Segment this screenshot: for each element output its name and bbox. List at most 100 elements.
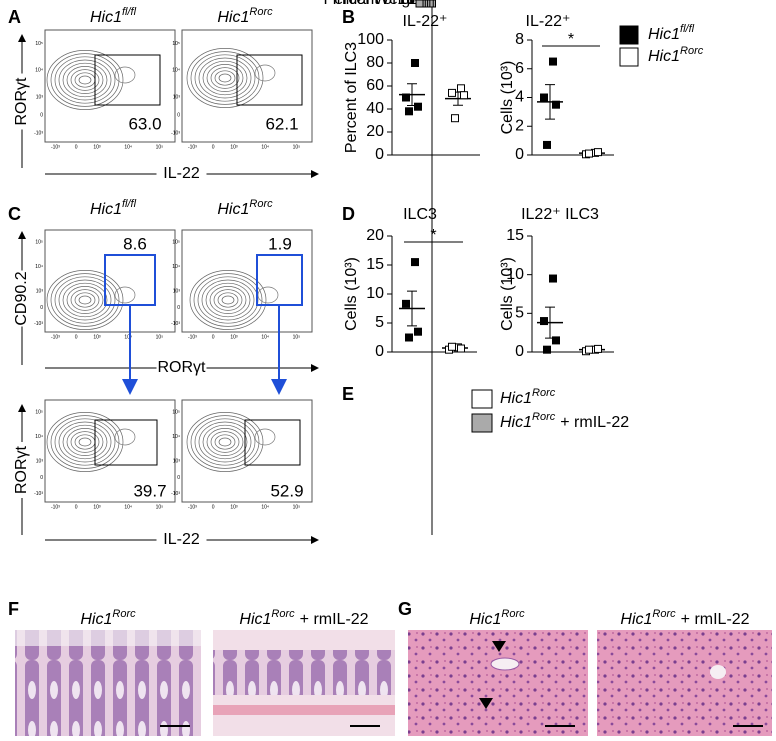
data-point: [414, 327, 422, 336]
flow-tick-label: 10⁴: [172, 68, 180, 74]
genotype-label: Hic1Rorc + rmIL-22: [500, 411, 629, 431]
contour: [205, 282, 251, 318]
axis-label: RORγt: [158, 359, 207, 376]
contour: [78, 295, 92, 305]
genotype-base: Hic1: [217, 9, 249, 26]
contour: [46, 270, 124, 330]
data-point: [552, 336, 560, 345]
panel-letter: E: [342, 384, 354, 404]
flow-tick-label: 10⁵: [35, 240, 43, 246]
genotype-base: Hic1: [648, 26, 680, 43]
flow-tick-label: 10³: [230, 504, 238, 510]
flow-tick-label: 10⁴: [124, 144, 132, 150]
flow-tick-label: -10³: [51, 334, 60, 340]
contour: [186, 48, 264, 108]
data-point: [457, 344, 465, 353]
genotype-sup: Rorc: [532, 387, 556, 399]
gate-value: 8.6: [123, 234, 147, 253]
vessel: [710, 665, 726, 679]
contour: [206, 428, 244, 456]
y-axis-label: Percent of: [324, 0, 397, 8]
data-point: [549, 274, 557, 283]
contour: [58, 279, 112, 321]
flow-tick-label: 10⁴: [124, 504, 132, 510]
contour: [54, 418, 116, 466]
genotype-base: Hic1: [90, 201, 122, 218]
flow-tick-label: -10³: [34, 321, 43, 327]
panel-letter: B: [342, 7, 355, 27]
genotype-sup: Rorc: [249, 6, 273, 18]
y-tick-label: 40: [366, 100, 384, 117]
legend-swatch: [471, 413, 493, 433]
flow-tick-label: 0: [75, 334, 78, 340]
data-point: [411, 258, 419, 267]
arrowhead: [479, 698, 493, 709]
data-point: [552, 100, 560, 109]
flow-tick-label: 0: [177, 475, 180, 481]
flow-tick-label: 10³: [173, 289, 181, 295]
genotype-base: Hic1: [469, 611, 501, 628]
significance-label: *: [568, 31, 574, 48]
genotype-base: Hic1: [80, 611, 112, 628]
genotype-base: Hic1: [217, 201, 249, 218]
y-tick-label: 0: [375, 146, 384, 163]
contour: [254, 428, 276, 446]
flow-plot: [181, 229, 313, 333]
contour: [78, 75, 92, 85]
legend-swatch: [471, 389, 493, 409]
genotype-label: Hic1Rorc: [80, 608, 136, 628]
data-point: [448, 88, 456, 97]
y-tick-label: 0: [375, 343, 384, 360]
flow-tick-label: 10³: [230, 144, 238, 150]
genotype-label: Hic1fl/fl: [90, 198, 137, 218]
contour: [194, 418, 256, 466]
contour: [254, 64, 276, 82]
flow-tick-label: 10³: [36, 289, 44, 295]
flow-tick-label: 10³: [230, 334, 238, 340]
vessel: [490, 657, 520, 671]
data-point: [585, 345, 593, 354]
data-point: [405, 333, 413, 342]
contour: [54, 276, 116, 324]
flow-tick-label: 0: [212, 504, 215, 510]
y-tick-label: 0: [515, 146, 524, 163]
chart-title: IL-22⁺: [403, 13, 448, 30]
flow-tick-label: 10³: [93, 334, 101, 340]
data-point: [457, 84, 465, 93]
chart-title: IL-22⁺: [526, 13, 571, 30]
contour: [190, 51, 260, 105]
gate: [94, 419, 158, 466]
panel-letter: D: [342, 204, 355, 224]
y-tick-label: 15: [366, 256, 384, 273]
contour: [194, 54, 256, 102]
flow-tick-label: -10³: [34, 491, 43, 497]
flow-tick-label: 10⁵: [293, 504, 301, 510]
y-tick-label: 90: [406, 0, 424, 8]
error-bar: [407, 290, 417, 327]
gate: [94, 54, 161, 106]
submucosa: [213, 705, 395, 715]
axis-label: CD90.2: [13, 271, 30, 325]
contour: [218, 73, 232, 83]
genotype-base: Hic1: [90, 9, 122, 26]
contour: [62, 424, 108, 460]
chart-title: ILC3: [403, 206, 437, 223]
genotype-sup: Rorc: [532, 411, 556, 423]
contour: [50, 53, 120, 107]
flow-tick-label: 0: [40, 475, 43, 481]
contour: [66, 66, 104, 94]
arrowhead: [492, 641, 506, 652]
flow-tick-label: 10⁴: [261, 504, 269, 510]
panel-letter: A: [8, 7, 21, 27]
axis-label: IL-22: [163, 165, 200, 182]
data-point: [540, 93, 548, 102]
flow-tick-label: -10³: [188, 144, 197, 150]
data-point: [402, 93, 410, 102]
flow-tick-label: -10³: [171, 130, 180, 136]
data-point: [585, 149, 593, 158]
y-tick-label: 10: [506, 266, 524, 283]
contour: [114, 286, 136, 304]
y-axis-label: Cells (10³): [343, 257, 360, 331]
contour: [202, 424, 248, 460]
